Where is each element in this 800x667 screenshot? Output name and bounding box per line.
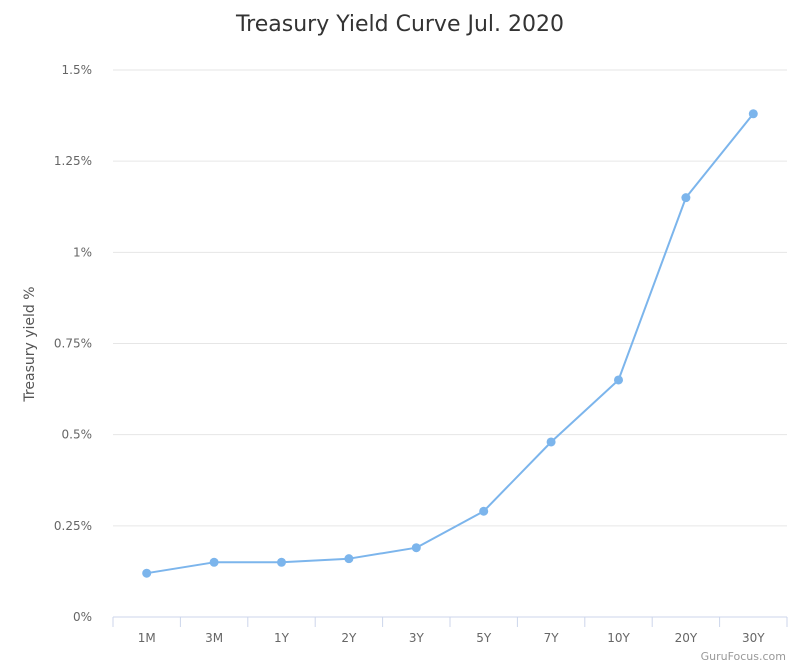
y-tick-label: 1.25% (54, 154, 92, 168)
data-point[interactable] (479, 506, 489, 516)
y-tick-label: 0.75% (54, 337, 92, 351)
data-point[interactable] (209, 557, 219, 567)
x-axis: 1M 3M 1Y 2Y 3Y 5Y 7Y 10Y 20Y 30Y (112, 616, 788, 645)
series-layer (142, 109, 758, 578)
data-point[interactable] (277, 557, 286, 567)
data-point[interactable] (546, 437, 556, 447)
grid-lines (113, 69, 787, 527)
x-tick-label: 7Y (544, 631, 560, 645)
chart-title: Treasury Yield Curve Jul. 2020 (235, 12, 564, 37)
x-tick-label: 20Y (675, 631, 698, 645)
y-tick-label: 0.25% (54, 519, 92, 533)
x-tick-label: 2Y (341, 631, 357, 645)
x-tick-label: 3M (205, 631, 223, 645)
data-point[interactable] (748, 109, 758, 119)
data-point[interactable] (681, 193, 691, 203)
data-point[interactable] (344, 554, 354, 564)
x-tick-label: 3Y (409, 631, 425, 645)
y-tick-label: 0.5% (62, 428, 93, 442)
data-point[interactable] (142, 568, 152, 578)
x-tick-label: 5Y (476, 631, 492, 645)
y-tick-label: 0% (73, 610, 92, 624)
series-line (145, 112, 755, 575)
data-point[interactable] (614, 375, 623, 385)
data-point[interactable] (411, 543, 421, 553)
y-tick-labels: 0% 0.25% 0.5% 0.75% 1% 1.25% 1.5% (54, 63, 92, 624)
y-tick-label: 1.5% (62, 63, 93, 77)
y-axis-label: Treasury yield % (22, 286, 38, 402)
x-tick-label: 30Y (742, 631, 765, 645)
x-tick-label: 10Y (607, 631, 630, 645)
x-tick-label: 1M (138, 631, 156, 645)
x-tick-label: 1Y (274, 631, 290, 645)
y-tick-label: 1% (73, 245, 92, 259)
credit-text[interactable]: GuruFocus.com (701, 650, 786, 663)
